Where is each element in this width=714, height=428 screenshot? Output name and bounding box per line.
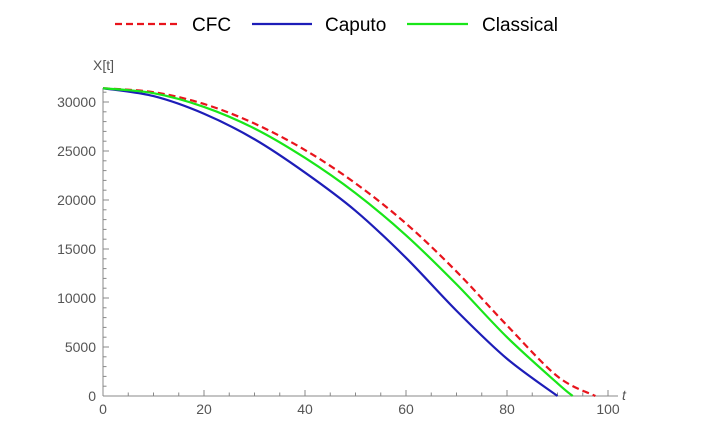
y-tick-label: 5000 bbox=[65, 339, 96, 355]
legend-label-classical: Classical bbox=[482, 15, 558, 36]
y-tick-label: 30000 bbox=[57, 94, 96, 110]
y-tick-label: 10000 bbox=[57, 290, 96, 306]
series-line-cfc bbox=[102, 87, 596, 397]
series-line-caputo bbox=[102, 87, 559, 397]
y-tick-label: 25000 bbox=[57, 143, 96, 159]
series-line-classical bbox=[102, 87, 574, 397]
x-tick-label: 100 bbox=[596, 401, 620, 417]
x-tick-label: 40 bbox=[297, 401, 313, 417]
plot-area: 0 20 40 60 80 100 0 5000 10000 15000 20000 25000 300… bbox=[57, 57, 627, 417]
y-tick-label: 20000 bbox=[57, 192, 96, 208]
legend-label-cfc: CFC bbox=[192, 15, 231, 36]
y-tick-label: 15000 bbox=[57, 241, 96, 257]
x-tick-label: 80 bbox=[499, 401, 515, 417]
y-axis-label: X[t] bbox=[93, 57, 114, 73]
x-tick-label: 0 bbox=[99, 401, 107, 417]
ticks: 0 20 40 60 80 100 0 5000 10000 15000 20000 25000 300… bbox=[57, 91, 620, 417]
series-group bbox=[102, 87, 596, 397]
legend-label-caputo: Caputo bbox=[325, 15, 386, 36]
legend: CFC Caputo Classical bbox=[115, 15, 558, 36]
x-axis-label: t bbox=[622, 387, 627, 403]
x-tick-label: 20 bbox=[196, 401, 212, 417]
x-tick-label: 60 bbox=[398, 401, 414, 417]
y-tick-label: 0 bbox=[88, 388, 96, 404]
